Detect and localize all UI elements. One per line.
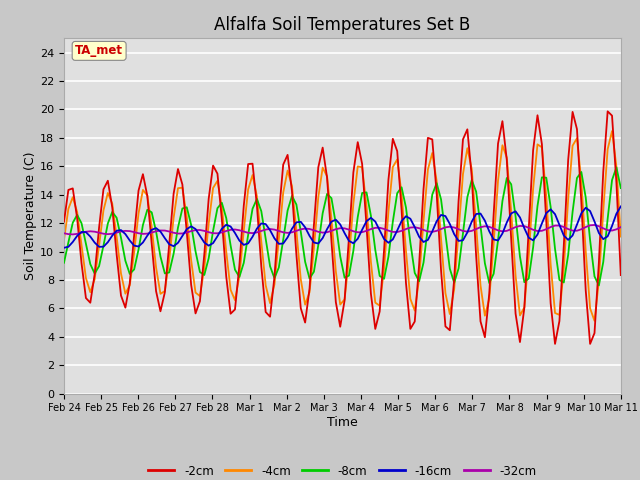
Text: TA_met: TA_met [75, 44, 123, 58]
X-axis label: Time: Time [327, 416, 358, 429]
Title: Alfalfa Soil Temperatures Set B: Alfalfa Soil Temperatures Set B [214, 16, 470, 34]
Y-axis label: Soil Temperature (C): Soil Temperature (C) [24, 152, 37, 280]
Legend: -2cm, -4cm, -8cm, -16cm, -32cm: -2cm, -4cm, -8cm, -16cm, -32cm [144, 460, 541, 480]
